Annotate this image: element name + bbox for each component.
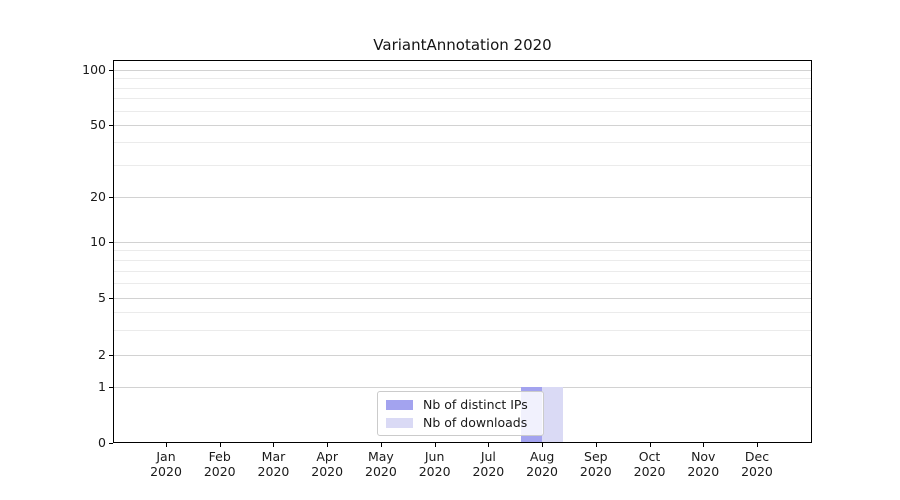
gridline-minor: [113, 259, 812, 261]
x-tick-label: Feb 2020: [190, 449, 250, 479]
y-tick-label: 0: [98, 435, 106, 451]
x-tick-month: Jul: [480, 449, 496, 465]
x-tick-month: Apr: [316, 449, 338, 465]
x-tick-label: Jul 2020: [458, 449, 518, 479]
gridline-major: [113, 355, 812, 356]
x-tick-year: 2020: [418, 464, 451, 480]
x-tick-month: Oct: [638, 449, 661, 465]
x-tick-year: 2020: [257, 464, 290, 480]
x-tick-label: Dec 2020: [727, 449, 787, 479]
y-tick-label: 1: [98, 378, 106, 394]
x-tick-mark: [380, 443, 382, 448]
x-tick-label: Mar 2020: [243, 449, 303, 479]
x-tick-year: 2020: [687, 464, 720, 480]
y-tick-label: 10: [90, 233, 106, 249]
gridline-minor: [113, 312, 812, 314]
x-tick-label: Jan 2020: [136, 449, 196, 479]
y-tick-mark: [109, 355, 113, 356]
x-tick-mark: [595, 443, 597, 448]
gridline-major: [113, 386, 812, 388]
x-tick-mark: [542, 443, 544, 448]
gridline-major: [113, 241, 812, 243]
gridline-minor: [113, 164, 812, 166]
y-tick-mark: [109, 70, 113, 71]
x-tick-mark: [273, 443, 275, 448]
gridline-minor: [113, 78, 812, 80]
x-tick-mark: [756, 443, 758, 448]
x-tick-label: Aug 2020: [512, 449, 572, 479]
x-tick-label: Oct 2020: [620, 449, 680, 479]
x-tick-month: May: [367, 449, 394, 465]
x-tick-mark: [434, 443, 436, 448]
gridline-major: [113, 125, 812, 126]
y-tick-mark: [109, 241, 113, 243]
x-tick-label: Sep 2020: [566, 449, 626, 479]
x-tick-year: 2020: [472, 464, 505, 480]
x-tick-month: Dec: [744, 449, 770, 465]
x-tick-label: Jun 2020: [405, 449, 465, 479]
y-tick-mark: [109, 386, 113, 388]
x-tick-month: Aug: [529, 449, 555, 465]
x-tick-year: 2020: [365, 464, 397, 480]
plot-frame: [113, 60, 812, 444]
legend-swatch-downloads: [386, 417, 413, 428]
gridline-minor: [113, 98, 812, 100]
gridline-major: [113, 298, 812, 300]
x-tick-month: Jun: [424, 449, 445, 465]
legend: Nb of distinct IPs Nb of downloads: [377, 391, 544, 436]
x-tick-mark: [488, 443, 490, 448]
x-tick-month: Mar: [261, 449, 286, 465]
y-tick-label: 20: [90, 188, 106, 204]
x-tick-year: 2020: [633, 464, 666, 480]
y-tick-mark: [109, 196, 113, 198]
x-tick-mark: [166, 443, 167, 448]
legend-label-downloads: Nb of downloads: [423, 415, 528, 430]
x-tick-label: Nov 2020: [673, 449, 733, 479]
x-tick-year: 2020: [526, 464, 558, 480]
x-tick-month: Sep: [584, 449, 608, 465]
legend-item-distinct-ips: Nb of distinct IPs: [386, 397, 535, 412]
y-tick-mark: [109, 298, 113, 300]
x-tick-year: 2020: [741, 464, 773, 480]
gridline-major: [113, 70, 812, 71]
x-tick-mark: [703, 443, 705, 448]
gridline-minor: [113, 329, 812, 331]
x-tick-year: 2020: [579, 464, 612, 480]
x-tick-mark: [649, 443, 651, 448]
x-tick-label: May 2020: [351, 449, 411, 479]
x-tick-year: 2020: [203, 464, 236, 480]
y-tick-label: 2: [98, 347, 106, 362]
y-tick-label: 5: [98, 290, 106, 306]
x-tick-month: Jan: [156, 449, 176, 465]
legend-item-downloads: Nb of downloads: [386, 415, 535, 430]
y-tick-mark: [109, 443, 113, 445]
y-tick-mark: [109, 125, 113, 126]
gridline-minor: [113, 142, 812, 144]
bar-nb-of-downloads-aug-2020: [542, 386, 564, 444]
legend-swatch-distinct-ips: [386, 399, 413, 410]
x-tick-month: Feb: [208, 449, 231, 465]
x-tick-mark: [219, 443, 221, 448]
legend-label-distinct-ips: Nb of distinct IPs: [423, 397, 528, 412]
gridline-major: [113, 196, 812, 198]
y-tick-label: 50: [90, 117, 106, 132]
gridline-minor: [113, 87, 812, 89]
x-tick-label: Apr 2020: [297, 449, 357, 479]
x-tick-mark: [327, 443, 329, 448]
x-tick-year: 2020: [150, 464, 182, 480]
gridline-minor: [113, 270, 812, 272]
gridline-minor: [113, 250, 812, 252]
gridline-minor: [113, 283, 812, 285]
y-tick-label: 100: [82, 62, 106, 77]
gridline-minor: [113, 110, 812, 112]
x-tick-year: 2020: [311, 464, 344, 480]
x-tick-month: Nov: [691, 449, 716, 465]
chart-title: VariantAnnotation 2020: [373, 36, 552, 54]
